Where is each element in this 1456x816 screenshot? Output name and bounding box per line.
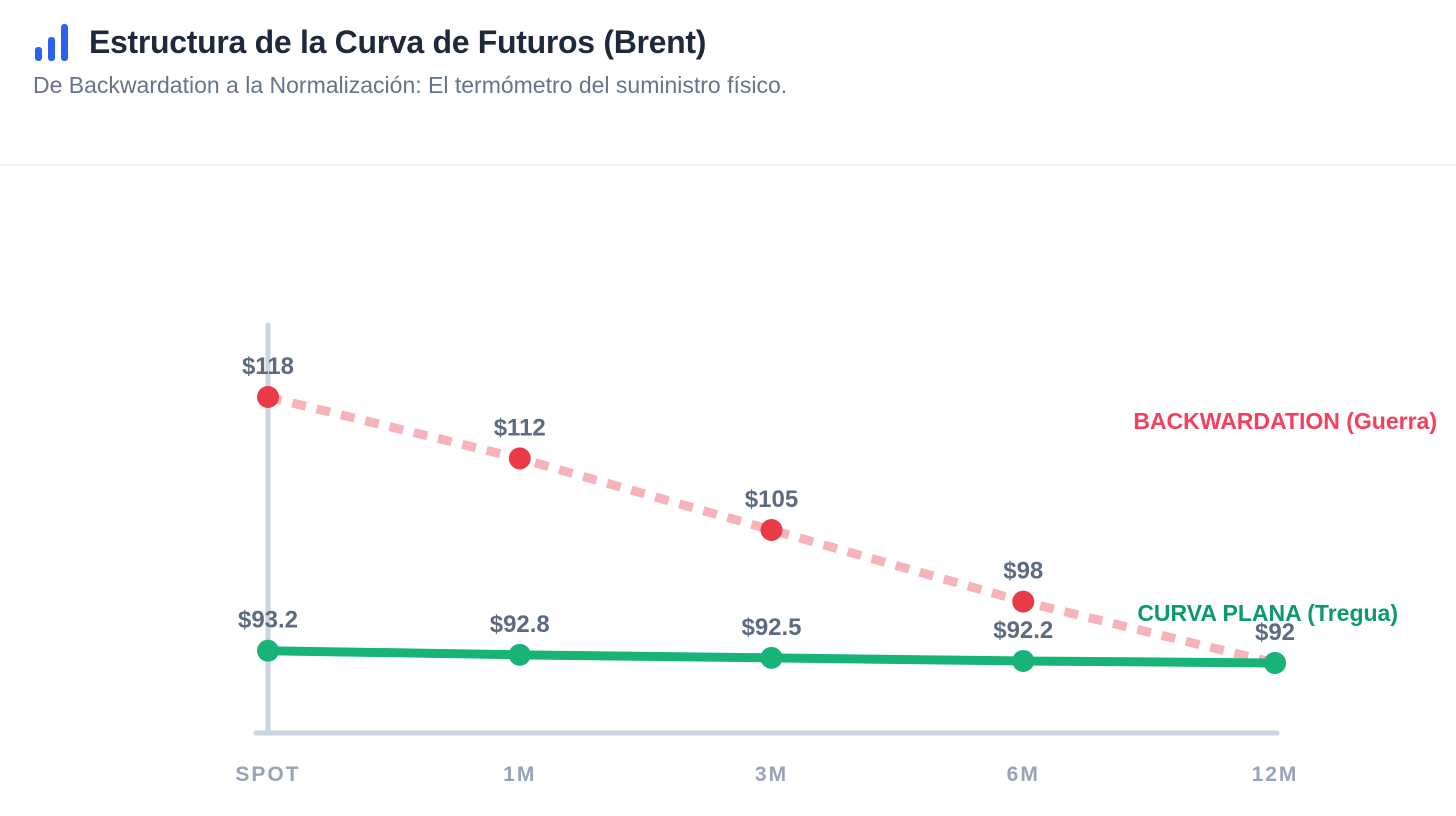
data-point-s1-1 [508, 643, 531, 666]
data-point-s1-4 [1264, 652, 1286, 674]
data-point-s1-2 [760, 646, 783, 669]
data-point-s1-0 [257, 639, 279, 662]
chart-header: Estructura de la Curva de Futuros (Brent… [0, 0, 1456, 166]
page-title: Estructura de la Curva de Futuros (Brent… [89, 24, 707, 60]
data-point-s0-3 [1012, 590, 1035, 613]
value-label-s0-1: $112 [494, 414, 546, 441]
value-label-s1-4: $92 [1255, 619, 1295, 646]
x-tick-label-1: 1M [503, 763, 536, 786]
value-label-s0-3: $98 [1003, 558, 1043, 585]
series-label-0: BACKWARDATION (Guerra) [1133, 408, 1437, 434]
x-tick-label-2: 3M [755, 763, 788, 786]
bar-chart-icon [33, 22, 71, 63]
series-label-1: CURVA PLANA (Tregua) [1137, 600, 1398, 626]
value-label-s0-2: $105 [745, 486, 798, 513]
value-label-s0-0: $118 [242, 353, 294, 380]
value-label-s1-0: $93.2 [238, 607, 298, 634]
data-point-s0-2 [760, 519, 783, 542]
futures-curve-chart-svg: $118 $112 $105 $98 $93.2 $92.8 $92.5 $92.2 $92 SP… [235, 322, 1437, 786]
data-point-s0-0 [257, 386, 279, 409]
page-subtitle: De Backwardation a la Normalización: El … [33, 72, 788, 98]
data-point-s1-3 [1012, 649, 1035, 672]
x-tick-label-0: SPOT [235, 763, 300, 786]
futures-curve-chart: $118 $112 $105 $98 $93.2 $92.8 $92.5 $92.2 $92 SP… [0, 166, 1456, 814]
x-tick-label-3: 6M [1007, 763, 1040, 786]
data-point-s0-1 [508, 447, 531, 470]
value-label-s1-2: $92.5 [741, 614, 801, 641]
x-tick-label-4: 12M [1252, 763, 1299, 786]
value-label-s1-1: $92.8 [490, 611, 550, 638]
value-label-s1-3: $92.2 [993, 617, 1053, 644]
